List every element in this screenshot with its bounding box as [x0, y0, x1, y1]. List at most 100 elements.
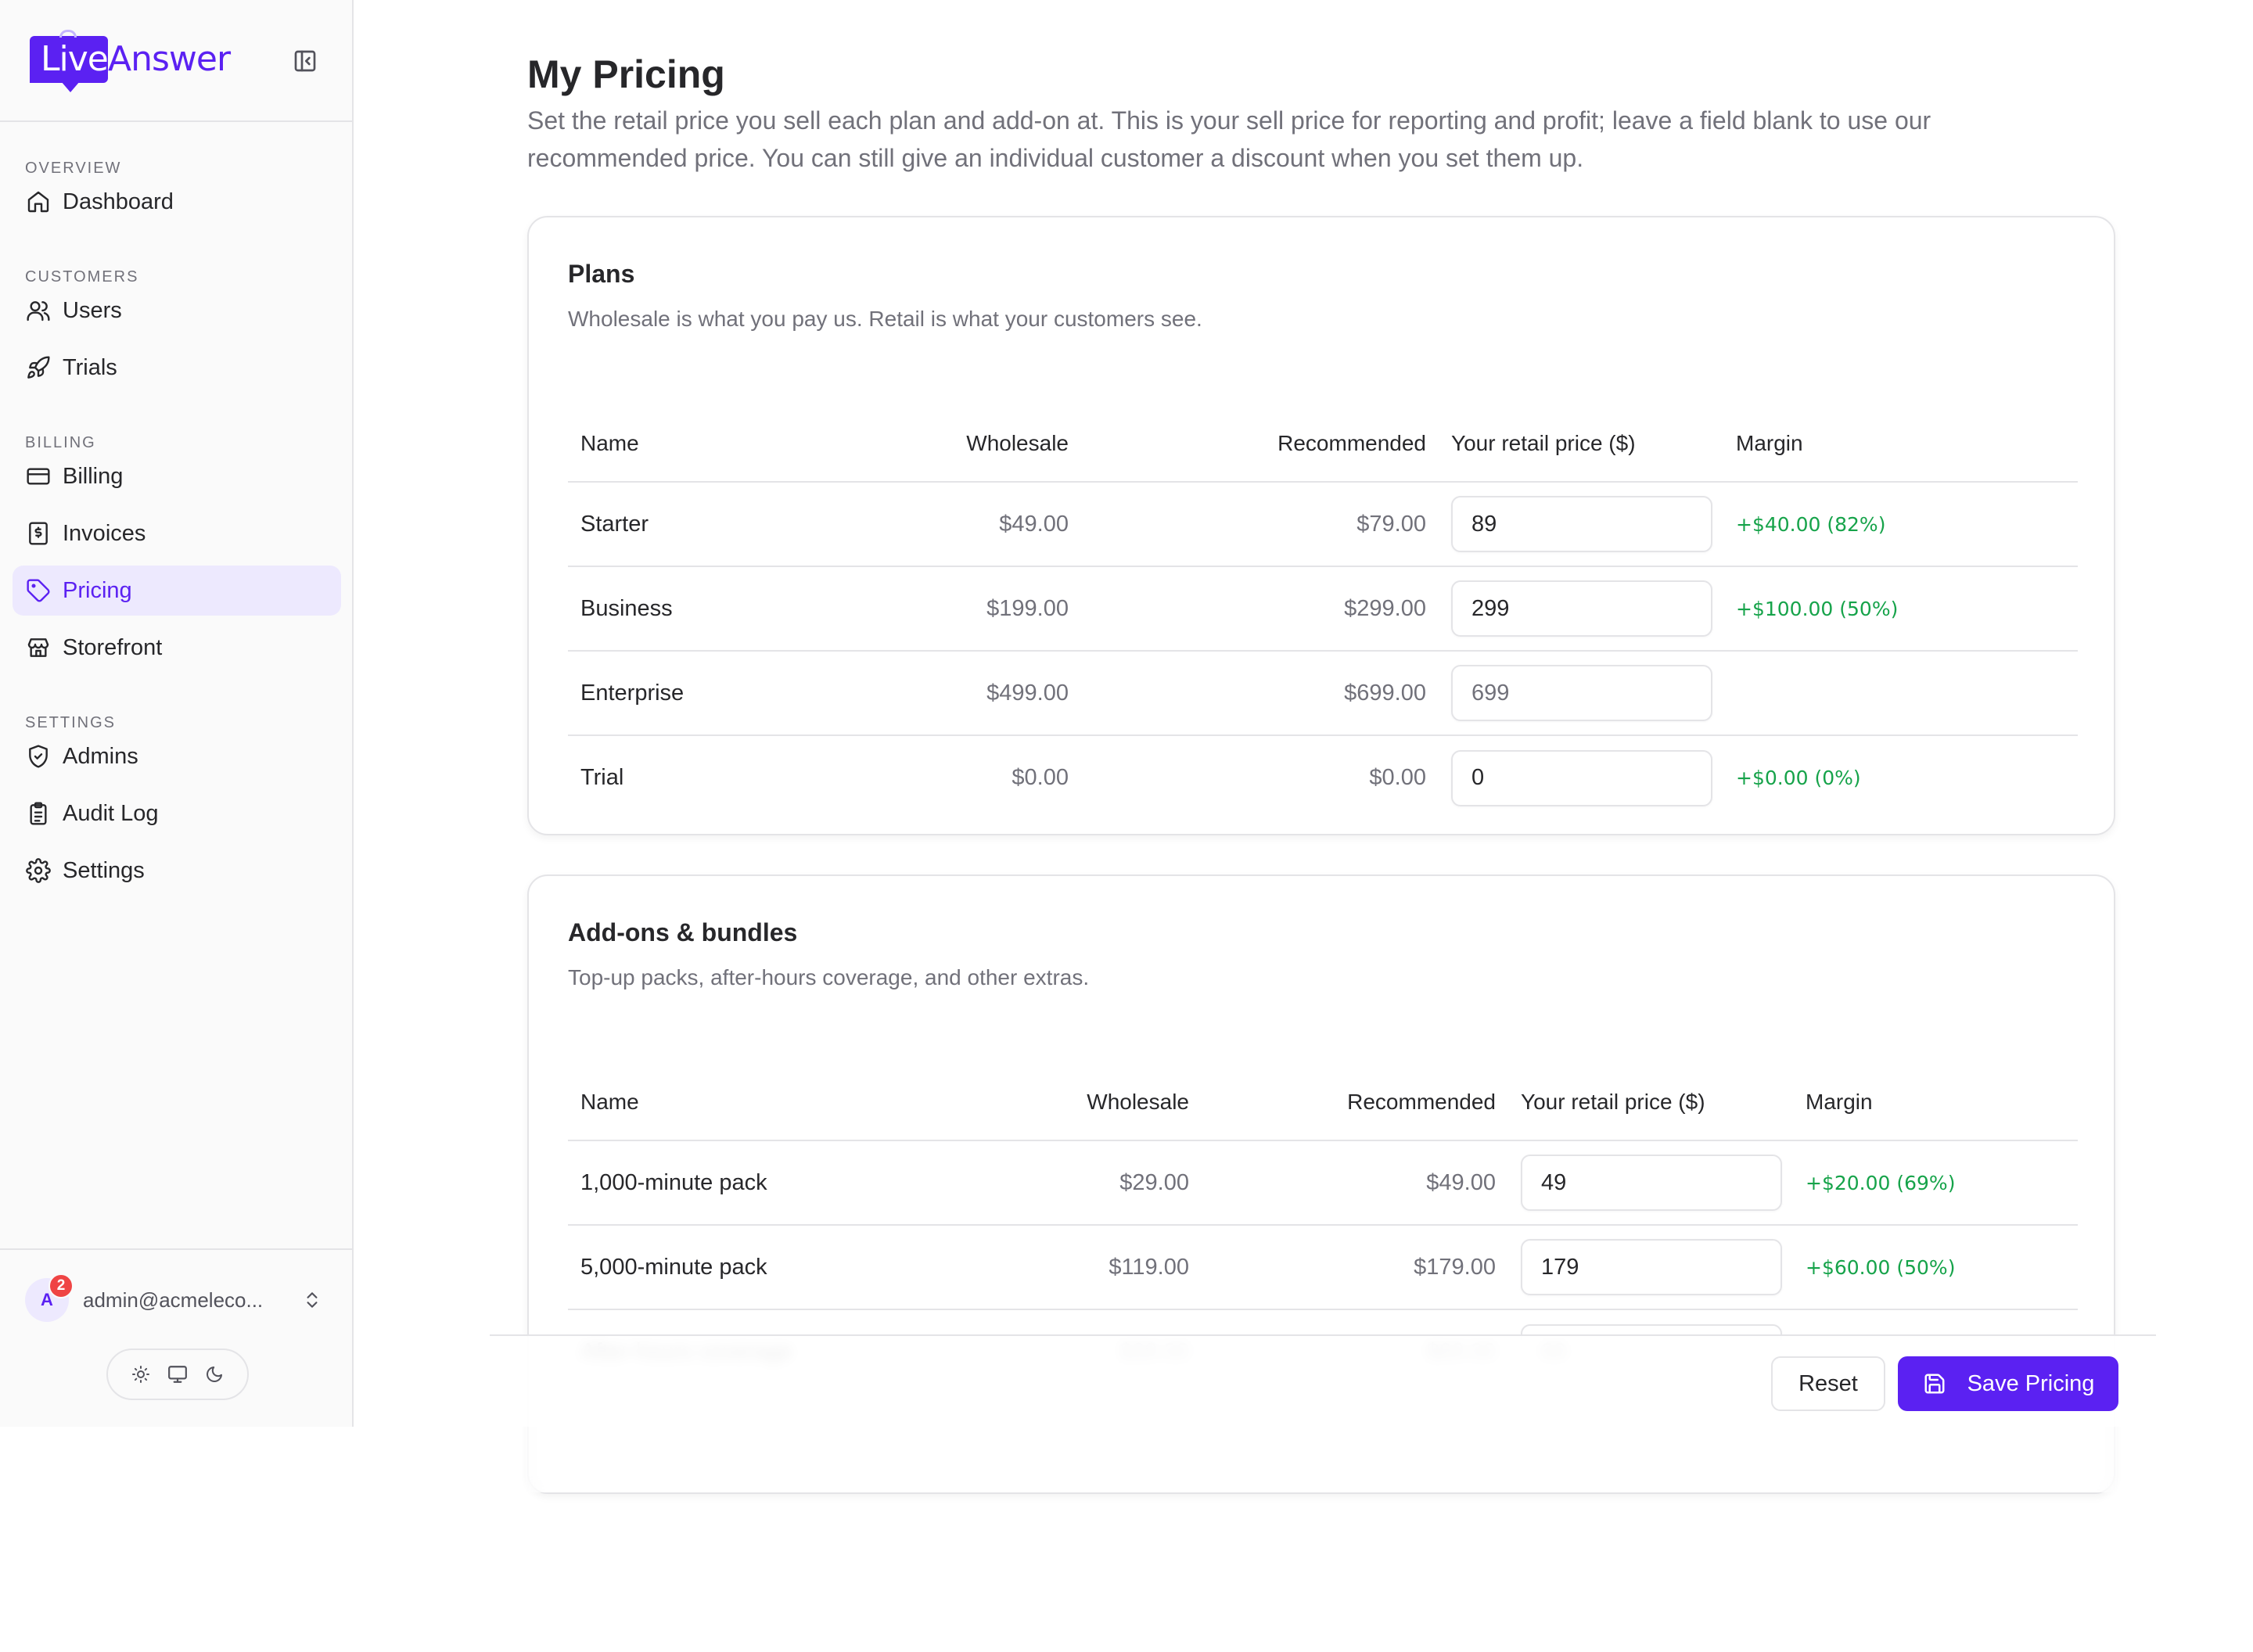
wholesale-price: $199.00: [749, 566, 1081, 652]
nav-section-settings: SETTINGS: [25, 714, 117, 731]
notification-badge: 2: [49, 1273, 74, 1298]
table-row: Enterprise $499.00 $699.00: [568, 651, 2078, 736]
margin-value: [1723, 651, 2078, 736]
avatar-initial: A: [41, 1290, 53, 1309]
wholesale-price: $499.00: [749, 651, 1081, 736]
avatar: A 2: [25, 1273, 74, 1322]
table-header-row: Name Wholesale Recommended Your retail p…: [568, 405, 2078, 483]
logo-text-live: Live: [41, 39, 109, 79]
collapse-sidebar-button[interactable]: [289, 45, 321, 77]
sidebar-item-settings[interactable]: Settings: [13, 846, 341, 896]
plan-name: Business: [568, 566, 749, 652]
column-header-name: Name: [568, 405, 749, 483]
column-header-recommended: Recommended: [1081, 405, 1439, 483]
tag-icon: [25, 577, 52, 604]
logo-text-answer: Answer: [108, 39, 231, 79]
sidebar-item-dashboard[interactable]: Dashboard: [13, 177, 341, 227]
save-pricing-button[interactable]: Save Pricing: [1898, 1356, 2118, 1411]
retail-price-input[interactable]: [1521, 1155, 1782, 1211]
home-icon: [25, 189, 52, 215]
sidebar-item-label: Audit Log: [63, 800, 159, 826]
sidebar-item-users[interactable]: Users: [13, 286, 341, 336]
rocket-icon: [25, 354, 52, 381]
save-icon: [1922, 1371, 1947, 1396]
recommended-price: $49.00: [1202, 1140, 1508, 1226]
sidebar-item-label: Billing: [63, 463, 124, 489]
addon-name: 1,000-minute pack: [568, 1140, 834, 1226]
plan-name: Enterprise: [568, 651, 749, 736]
store-icon: [25, 634, 52, 661]
retail-price-input[interactable]: [1451, 580, 1712, 637]
brand-logo[interactable]: Live Answer: [30, 30, 233, 92]
sidebar-item-label: Pricing: [63, 577, 132, 603]
wholesale-price: $0.00: [1012, 765, 1069, 790]
sidebar-item-label: Settings: [63, 857, 145, 883]
sidebar-item-pricing[interactable]: Pricing: [13, 566, 341, 616]
sidebar-item-invoices[interactable]: Invoices: [13, 508, 341, 558]
plans-table: Name Wholesale Recommended Your retail p…: [568, 405, 2078, 820]
recommended-price: $699.00: [1081, 651, 1439, 736]
clipboard-icon: [25, 800, 52, 827]
sidebar-nav: OVERVIEW Dashboard CUSTOMERS Users Trial…: [13, 125, 341, 903]
addon-name: 5,000-minute pack: [568, 1225, 834, 1310]
wholesale-price: $49.00: [749, 482, 1081, 567]
sidebar-item-label: Dashboard: [63, 189, 174, 214]
recommended-price: $179.00: [1202, 1225, 1508, 1310]
margin-value: +$100.00 (50%): [1723, 566, 2078, 652]
addons-subtitle: Top-up packs, after-hours coverage, and …: [568, 965, 1090, 989]
table-header-row: Name Wholesale Recommended Your retail p…: [568, 1064, 2078, 1141]
margin-value: +$60.00 (50%): [1793, 1225, 2078, 1310]
sidebar-item-storefront[interactable]: Storefront: [13, 623, 341, 673]
save-pricing-label: Save Pricing: [1967, 1370, 2095, 1396]
table-row: 1,000-minute pack $29.00 $49.00 +$20.00 …: [568, 1140, 2078, 1226]
user-email: admin@acmeleco...: [83, 1287, 264, 1312]
addons-title: Add-ons & bundles: [568, 918, 798, 946]
column-header-wholesale: Wholesale: [749, 405, 1081, 483]
recommended-price: $79.00: [1081, 482, 1439, 567]
margin-value: +$0.00 (0%): [1736, 767, 1861, 789]
sidebar-item-admins[interactable]: Admins: [13, 731, 341, 781]
chevrons-up-down-icon: [300, 1284, 324, 1316]
receipt-icon: [25, 520, 52, 547]
wholesale-price: $119.00: [834, 1225, 1202, 1310]
retail-price-input[interactable]: [1451, 496, 1712, 552]
retail-price-input[interactable]: [1451, 665, 1712, 721]
column-header-name: Name: [568, 1064, 834, 1141]
moon-icon[interactable]: [203, 1363, 226, 1386]
column-header-retail: Your retail price ($): [1439, 405, 1723, 483]
plan-name: Trial: [580, 765, 624, 790]
nav-section-billing: BILLING: [25, 434, 96, 451]
credit-card-icon: [25, 463, 52, 490]
page-title: My Pricing: [527, 52, 725, 96]
logo-mark: [30, 36, 108, 83]
plans-card: Plans Wholesale is what you pay us. Reta…: [527, 216, 2115, 835]
sun-icon[interactable]: [129, 1363, 153, 1386]
sidebar-item-billing[interactable]: Billing: [13, 451, 341, 501]
margin-value: +$20.00 (69%): [1793, 1140, 2078, 1226]
column-header-retail: Your retail price ($): [1508, 1064, 1793, 1141]
plans-title: Plans: [568, 260, 635, 288]
margin-value: +$40.00 (82%): [1723, 482, 2078, 567]
monitor-icon[interactable]: [166, 1363, 189, 1386]
plan-name: Starter: [568, 482, 749, 567]
sidebar-item-trials[interactable]: Trials: [13, 343, 341, 393]
user-menu[interactable]: A 2 admin@acmeleco...: [25, 1273, 330, 1323]
sidebar-item-label: Storefront: [63, 634, 163, 660]
sidebar-item-label: Trials: [63, 354, 117, 380]
sidebar-item-label: Admins: [63, 743, 138, 769]
retail-price-input[interactable]: [1521, 1239, 1782, 1295]
sidebar-divider: [0, 120, 352, 122]
sidebar: Live Answer OVERVIEW Dashboard CUSTOMERS…: [0, 0, 354, 1427]
table-row: 5,000-minute pack $119.00 $179.00 +$60.0…: [568, 1225, 2078, 1310]
sidebar-item-audit-log[interactable]: Audit Log: [13, 788, 341, 839]
table-row: Trial $0.00 $0.00 +$0.00 (0%): [568, 735, 2078, 820]
recommended-price: $299.00: [1081, 566, 1439, 652]
sidebar-item-label: Users: [63, 297, 122, 323]
nav-section-overview: OVERVIEW: [25, 160, 122, 177]
retail-price-input[interactable]: [1451, 749, 1712, 806]
column-header-wholesale: Wholesale: [834, 1064, 1202, 1141]
wholesale-price: $29.00: [834, 1140, 1202, 1226]
signal-icon: [59, 30, 77, 38]
column-header-margin: Margin: [1723, 405, 2078, 483]
reset-button[interactable]: Reset: [1771, 1356, 1885, 1411]
